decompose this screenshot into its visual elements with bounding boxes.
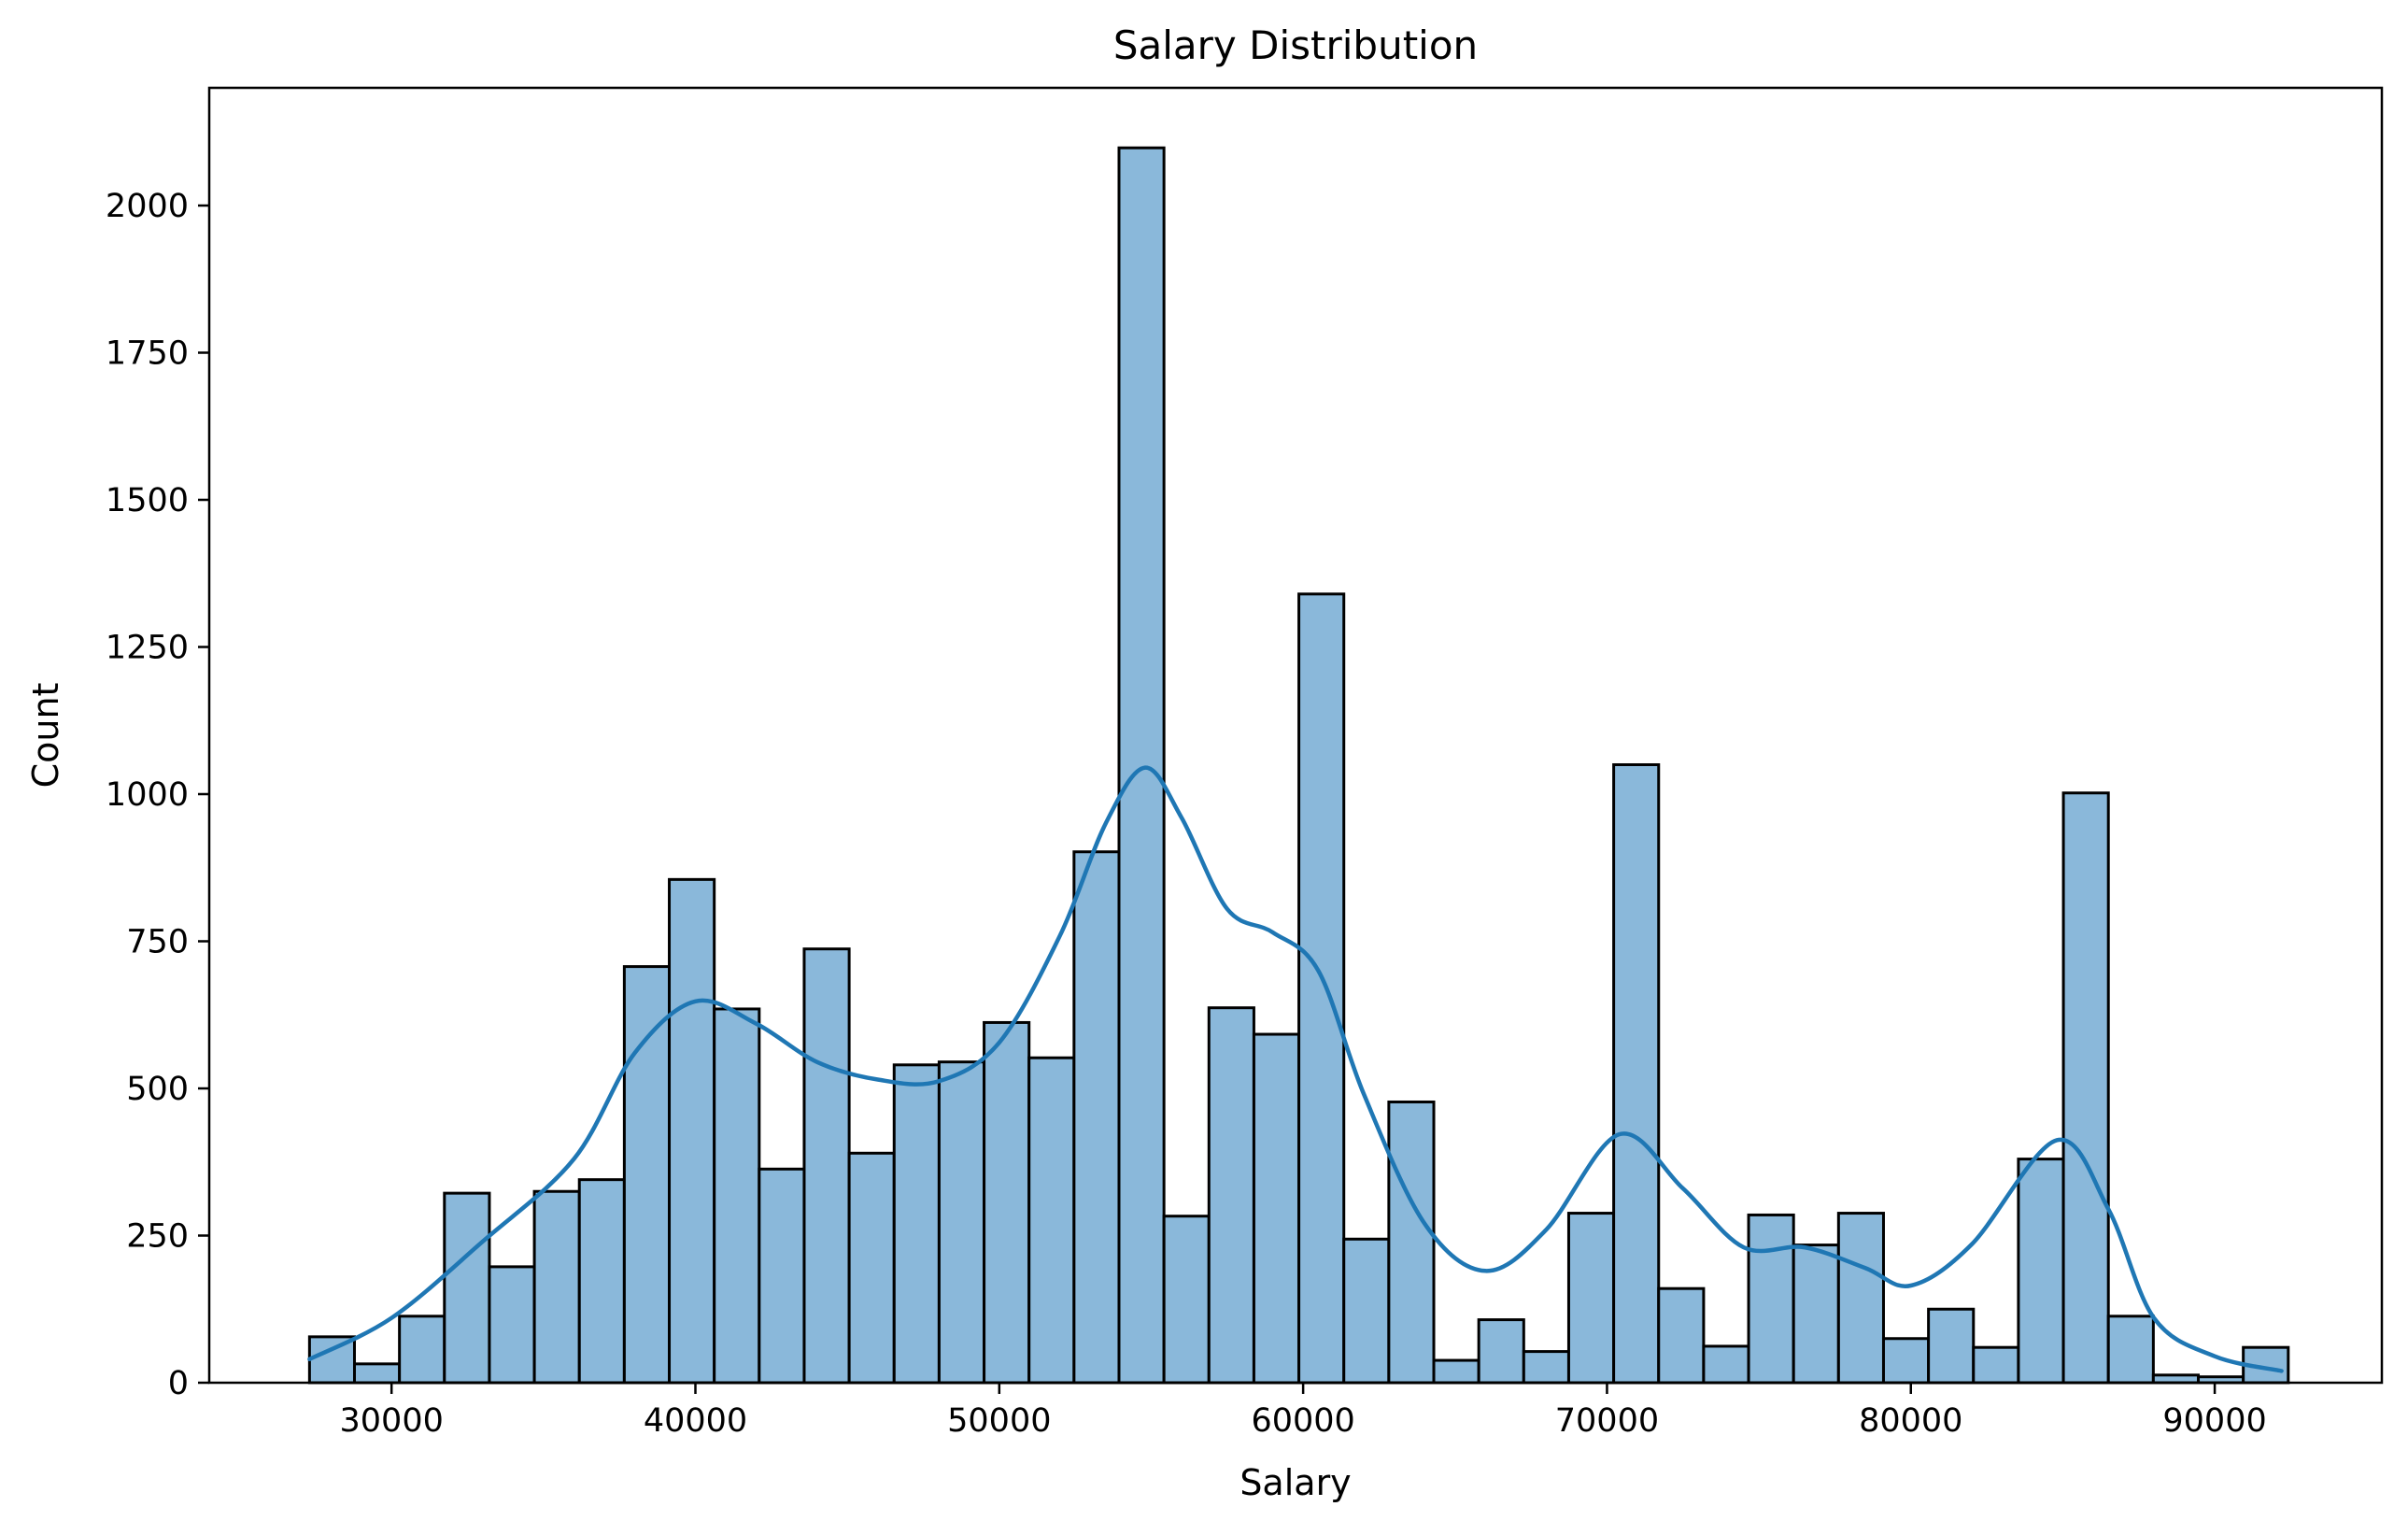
histogram-bar: [1612, 763, 1661, 1385]
x-ticks: 30000 40000 50000 60000 70000 80000 90000: [340, 1383, 2267, 1440]
histogram-bar: [1477, 1318, 1525, 1385]
histogram-bar: [1432, 1358, 1480, 1385]
histogram-bar: [2017, 1158, 2065, 1385]
histogram-bar: [1972, 1345, 2020, 1385]
histogram-bar: [668, 877, 716, 1385]
histogram-bar: [1072, 850, 1121, 1385]
histogram-bar: [802, 947, 851, 1385]
x-tick-label: 70000: [1555, 1402, 1659, 1440]
histogram-bar: [1522, 1350, 1570, 1385]
histogram-bar: [1702, 1344, 1750, 1385]
y-tick-label: 1000: [106, 776, 189, 814]
y-tick-label: 500: [126, 1071, 189, 1108]
kde-layer: [307, 765, 2284, 1373]
y-tick-label: 1750: [106, 335, 189, 373]
histogram-bar: [1207, 1006, 1255, 1385]
x-axis-label: Salary: [1239, 1462, 1351, 1503]
histogram-bar: [1252, 1032, 1301, 1385]
x-tick-label: 40000: [644, 1402, 747, 1440]
histogram-bar: [2106, 1315, 2155, 1385]
histogram-bar: [488, 1265, 536, 1385]
chart-title: Salary Distribution: [1113, 22, 1478, 68]
kde-curve: [307, 765, 2284, 1373]
histogram-bar: [1747, 1213, 1795, 1385]
histogram-bar: [1927, 1307, 1976, 1385]
y-ticks: 0 250 500 750 1000 1250 1500 1750 2000: [106, 188, 209, 1402]
histogram-bar: [847, 1151, 896, 1385]
histogram-bar: [1342, 1237, 1391, 1385]
histogram-bar: [622, 965, 672, 1385]
histogram-bar: [758, 1167, 806, 1385]
x-tick-label: 30000: [340, 1402, 444, 1440]
histogram-bar: [713, 1007, 761, 1385]
histogram-bar: [1387, 1100, 1436, 1385]
histogram-bar: [892, 1063, 941, 1385]
histogram-bar: [1792, 1244, 1840, 1385]
histogram-bar: [937, 1060, 986, 1385]
axes-frame: [207, 86, 2384, 1385]
histogram-bar: [443, 1191, 491, 1385]
x-tick-label: 90000: [2162, 1402, 2266, 1440]
y-tick-label: 0: [168, 1365, 189, 1402]
y-tick-label: 1500: [106, 482, 189, 519]
histogram-bar: [577, 1178, 626, 1385]
histogram-bar: [1027, 1056, 1076, 1385]
histogram-bar: [398, 1315, 446, 1385]
histogram-bar: [2061, 791, 2110, 1385]
y-tick-label: 1250: [106, 630, 189, 667]
histogram-bar: [1162, 1215, 1211, 1385]
histogram-bar: [1836, 1212, 1885, 1385]
histogram-bar: [1657, 1286, 1706, 1385]
y-axis-label: Count: [25, 683, 66, 789]
x-tick-label: 60000: [1251, 1402, 1354, 1440]
y-tick-label: 250: [126, 1218, 189, 1256]
histogram-bar: [1117, 146, 1166, 1385]
y-tick-label: 2000: [106, 188, 189, 225]
histogram-bar: [1297, 592, 1346, 1385]
histogram-bar: [532, 1189, 581, 1385]
y-tick-label: 750: [126, 924, 189, 961]
x-tick-label: 50000: [947, 1402, 1051, 1440]
x-tick-label: 80000: [1859, 1402, 1962, 1440]
histogram-bar: [353, 1362, 402, 1385]
histogram-bar: [1881, 1337, 1931, 1385]
histogram-bar: [983, 1020, 1031, 1385]
histogram-bar: [1566, 1212, 1616, 1385]
